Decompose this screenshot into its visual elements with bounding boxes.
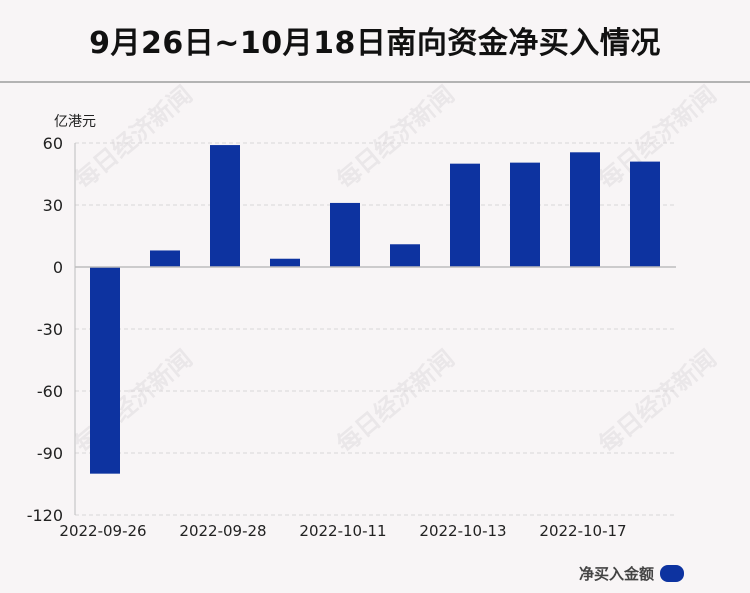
y-tick-label: -120 [27,506,63,525]
legend: 净买入金额 [579,563,684,584]
bar [570,152,600,267]
bar [390,244,420,267]
chart-title: 9月26日~10月18日南向资金净买入情况 [89,26,661,61]
y-tick-label: 30 [43,196,63,215]
title-divider [0,81,750,83]
bar [510,162,540,267]
y-tick-label: 0 [53,258,63,277]
y-tick-label: -30 [37,320,63,339]
y-tick-label: -90 [37,444,63,463]
y-axis-unit-label: 亿港元 [54,114,96,130]
bar [330,202,360,267]
bar [210,145,240,267]
x-tick-label: 2022-10-17 [539,522,626,540]
bar [450,163,480,267]
bar [270,258,300,267]
legend-swatch [660,565,684,582]
x-tick-label: 2022-10-13 [419,522,506,540]
y-tick-label: 60 [43,134,63,153]
x-tick-label: 2022-09-28 [179,522,266,540]
bar [150,250,180,267]
bar [630,161,660,267]
x-tick-label: 2022-10-11 [299,522,386,540]
legend-label: 净买入金额 [578,565,654,583]
bar [90,267,120,474]
y-tick-label: -60 [37,382,63,401]
x-tick-label: 2022-09-26 [59,522,146,540]
